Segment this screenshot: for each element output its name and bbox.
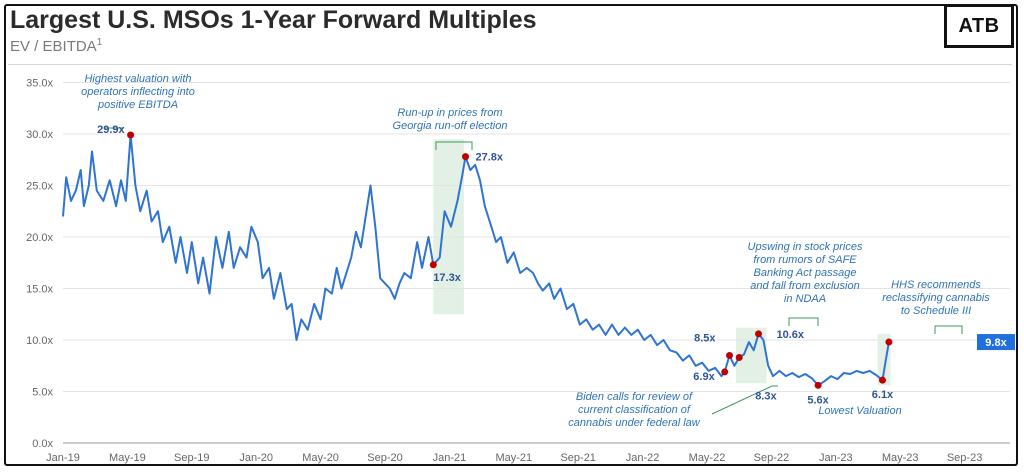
data-point-label: 5.6x [807, 394, 829, 406]
atb-logo: ATB [944, 4, 1014, 48]
data-point-label: 6.1x [872, 389, 894, 401]
annotation-text: Run-up in prices from Georgia run-off ele… [393, 107, 508, 132]
annotation-line: Highest valuation with [84, 73, 191, 85]
annotation-line: Lowest Valuation [818, 405, 901, 417]
data-point-marker [735, 354, 743, 362]
data-point-label: 29.9x [97, 124, 125, 136]
x-tick-label: Jan-19 [46, 452, 80, 464]
annotation-line: reclassifying cannabis [882, 292, 990, 304]
annotation-text: Biden calls for review of current classif… [568, 391, 701, 429]
x-tick-label: May-22 [689, 452, 726, 464]
latest-value-badge [977, 334, 1015, 351]
annotation-connector [711, 385, 778, 415]
annotation-line: positive EBITDA [97, 99, 178, 111]
annotation-line: Upswing in stock prices [748, 241, 863, 253]
annotation-line: current classification of [578, 404, 691, 416]
y-tick-label: 5.0x [32, 387, 53, 399]
header-divider [8, 64, 1012, 65]
x-tick-label: Sep-20 [367, 452, 402, 464]
data-point-marker [878, 376, 886, 384]
y-tick-label: 25.0x [26, 181, 53, 193]
x-tick-label: May-19 [109, 452, 146, 464]
data-point-label: 8.3x [755, 391, 777, 403]
chart-frame [4, 4, 1018, 466]
data-point-marker [726, 351, 734, 359]
data-point-marker [814, 381, 822, 389]
y-tick-label: 30.0x [26, 129, 53, 141]
data-point-marker [755, 330, 763, 338]
y-tick-label: 35.0x [26, 78, 53, 90]
annotation-line: to Schedule III [901, 305, 971, 317]
annotation-text: Lowest Valuation [818, 405, 901, 417]
data-point-label: 10.6x [777, 329, 805, 341]
chart-title: Largest U.S. MSOs 1-Year Forward Multipl… [10, 6, 537, 34]
x-tick-label: May-20 [302, 452, 339, 464]
annotation-line: Biden calls for review of [576, 391, 693, 403]
data-point-marker [462, 153, 469, 161]
annotation-text: HHS recommends reclassifying cannabis to S… [882, 279, 990, 317]
annotation-line: Run-up in prices from [397, 107, 502, 119]
x-tick-label: Jan-23 [819, 452, 853, 464]
annotation-line: and fall from exclusion [750, 280, 859, 292]
x-tick-label: Jan-21 [433, 452, 467, 464]
y-tick-label: 20.0x [26, 232, 53, 244]
annotation-line: operators inflecting into [81, 86, 195, 98]
series-line [62, 134, 890, 387]
annotation-bracket [934, 325, 963, 334]
subtitle-text: EV / EBITDA [10, 38, 97, 55]
x-tick-label: Sep-22 [754, 452, 789, 464]
data-point-marker [127, 131, 135, 139]
data-point-label: 27.8x [476, 152, 504, 164]
latest-value-label: 9.8x [985, 337, 1007, 349]
data-point-marker [721, 368, 729, 376]
x-tick-label: Sep-19 [174, 452, 209, 464]
annotation-text: Highest valuation with operators inflecti… [81, 73, 195, 111]
annotation-line: from rumors of SAFE [753, 254, 857, 266]
x-tick-label: Jan-20 [239, 452, 273, 464]
highlight-band [433, 139, 464, 315]
annotation-text: Upswing in stock prices from rumors of SA… [748, 241, 863, 305]
annotation-bracket [435, 141, 473, 150]
annotation-line: cannabis under federal law [568, 417, 701, 429]
annotation-bracket [788, 317, 819, 326]
y-tick-label: 10.0x [26, 335, 53, 347]
x-tick-label: Sep-23 [947, 452, 982, 464]
annotation-line: in NDAA [784, 293, 826, 305]
annotation-line: HHS recommends [891, 279, 981, 291]
x-tick-label: Sep-21 [560, 452, 595, 464]
chart-subtitle: EV / EBITDA1 [10, 37, 102, 55]
subtitle-footnote: 1 [96, 37, 103, 48]
x-tick-label: May-23 [882, 452, 919, 464]
data-point-label: 17.3x [433, 272, 461, 284]
x-tick-label: Jan-22 [626, 452, 660, 464]
y-tick-label: 15.0x [26, 284, 53, 296]
x-tick-label: May-21 [495, 452, 532, 464]
data-point-marker [429, 261, 437, 269]
data-point-label: 8.5x [694, 332, 716, 344]
data-point-label: 6.9x [693, 371, 715, 383]
data-point-marker [885, 338, 893, 346]
annotation-line: Georgia run-off election [393, 120, 508, 132]
annotation-line: Banking Act passage [754, 267, 857, 279]
y-tick-label: 0.0x [32, 438, 53, 450]
